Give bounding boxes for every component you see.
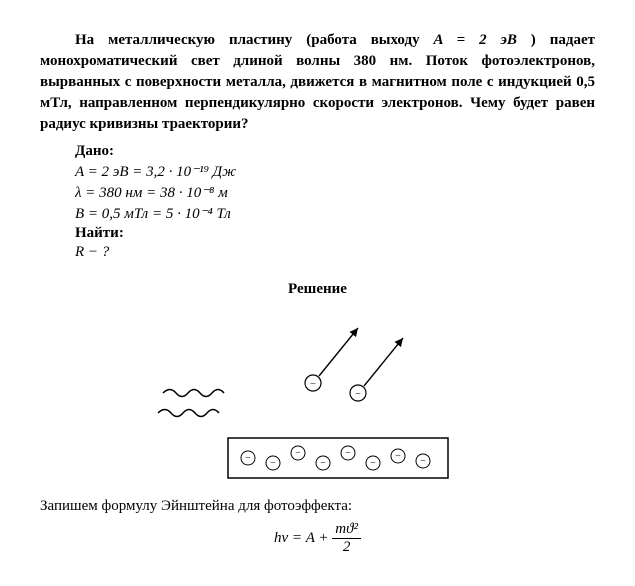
bottom-text: Запишем формулу Эйнштейна для фотоэффект… xyxy=(40,498,595,515)
svg-text:−: − xyxy=(295,448,301,459)
find-title: Найти: xyxy=(75,225,595,242)
find-var: R − ? xyxy=(75,244,595,261)
given-B: B = 0,5 мТл = 5 · 10⁻⁴ Тл xyxy=(75,204,595,223)
svg-text:−: − xyxy=(245,453,251,464)
given-lambda: λ = 380 нм = 38 · 10⁻⁸ м xyxy=(75,183,595,202)
val-A: = 2 эВ xyxy=(443,32,531,48)
svg-text:−: − xyxy=(395,451,401,462)
problem-text-1: На металлическую пластину (работа выходу xyxy=(75,32,434,48)
given-title: Дано: xyxy=(75,143,595,160)
svg-text:−: − xyxy=(270,458,276,469)
svg-text:−: − xyxy=(320,458,326,469)
given-A: A = 2 эВ = 3,2 · 10⁻¹⁹ Дж xyxy=(75,162,595,181)
frac-top: mϑ² xyxy=(332,521,361,539)
problem-statement: На металлическую пластину (работа выходу… xyxy=(40,30,595,135)
svg-text:−: − xyxy=(420,456,426,467)
svg-text:−: − xyxy=(355,389,361,400)
photoeffect-diagram: − − − − − − − − − − xyxy=(143,308,493,488)
svg-text:−: − xyxy=(370,458,376,469)
formula-left: hν = A + xyxy=(274,530,332,546)
var-A: A xyxy=(434,32,443,48)
solution-title: Решение xyxy=(40,281,595,298)
frac-bot: 2 xyxy=(332,539,361,556)
svg-text:−: − xyxy=(310,379,316,390)
svg-text:−: − xyxy=(345,448,351,459)
given-block: Дано: A = 2 эВ = 3,2 · 10⁻¹⁹ Дж λ = 380 … xyxy=(75,143,595,261)
